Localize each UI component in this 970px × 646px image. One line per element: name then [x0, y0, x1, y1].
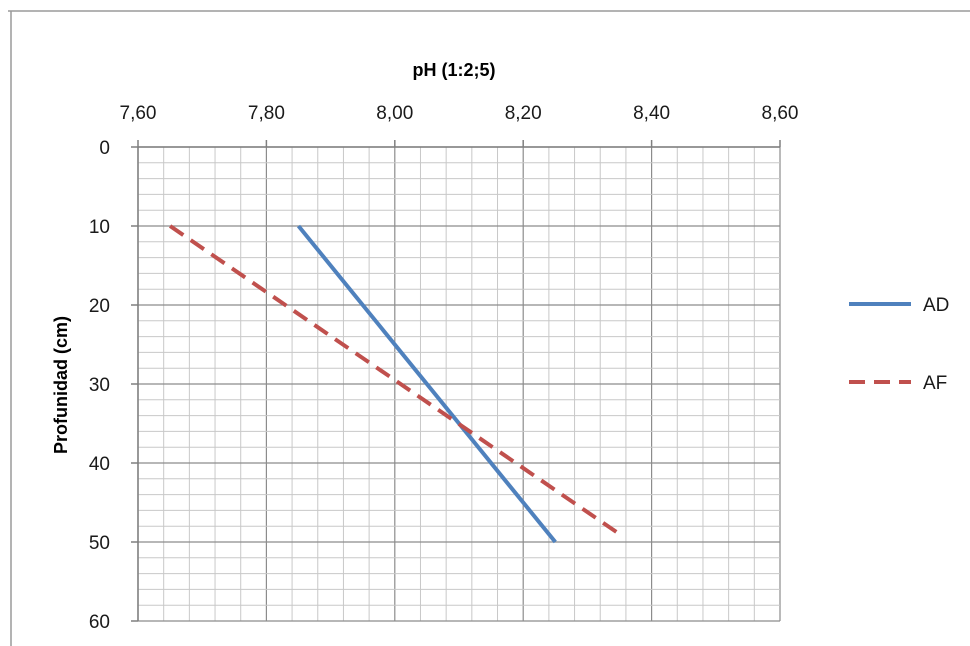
- x-tick-label: 8,00: [376, 103, 413, 124]
- axes: [131, 140, 781, 622]
- series-line-af: [168, 224, 621, 536]
- y-tick-label: 10: [89, 217, 110, 238]
- y-tick-label: 0: [99, 138, 110, 159]
- y-axis-title: Profunidad (cm): [51, 316, 71, 454]
- y-tick-label: 50: [89, 533, 110, 554]
- tick-labels: 7,60 7,80 8,00 8,20 8,40 8,60 0 10 20 30 40 50 60: [89, 103, 799, 633]
- y-tick-label: 60: [89, 612, 110, 633]
- x-tick-label: 8,20: [505, 103, 542, 124]
- plot-lines: [168, 224, 621, 544]
- y-tick-label: 30: [89, 375, 110, 396]
- x-axis-title: pH (1:2;5): [412, 60, 495, 80]
- y-tick-label: 20: [89, 296, 110, 317]
- legend-label-ad: AD: [923, 295, 949, 316]
- x-tick-label: 7,60: [120, 103, 157, 124]
- x-tick-label: 7,80: [248, 103, 285, 124]
- legend: AD AF: [849, 295, 949, 394]
- x-tick-label: 8,60: [762, 103, 799, 124]
- y-tick-label: 40: [89, 454, 110, 475]
- series-line-ad: [296, 224, 557, 544]
- x-tick-label: 8,40: [633, 103, 670, 124]
- gridlines: [137, 146, 781, 622]
- legend-label-af: AF: [923, 373, 947, 394]
